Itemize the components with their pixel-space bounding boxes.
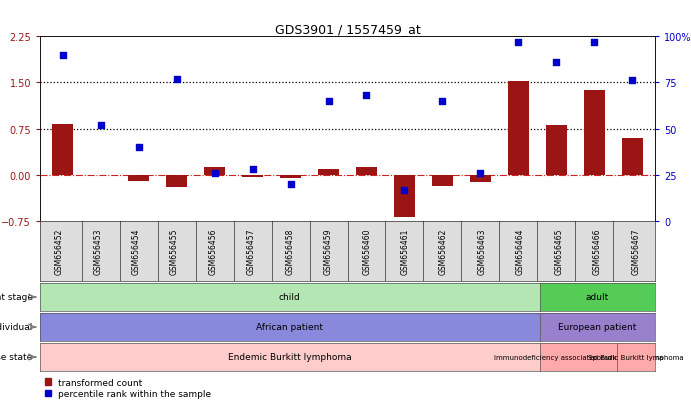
Bar: [508, 82, 529, 176]
Point: [285, 181, 296, 188]
Text: GSM656457: GSM656457: [247, 228, 256, 275]
Text: GSM656458: GSM656458: [285, 228, 294, 275]
Bar: [280, 176, 301, 179]
Bar: [129, 176, 149, 181]
Point: [627, 78, 638, 85]
Text: GSM656454: GSM656454: [131, 228, 140, 275]
Bar: [204, 167, 225, 176]
Bar: [584, 90, 605, 176]
Point: [551, 59, 562, 66]
Text: GSM656460: GSM656460: [362, 228, 371, 275]
Bar: [622, 138, 643, 176]
Text: individual: individual: [0, 323, 32, 332]
Bar: [470, 176, 491, 183]
Point: [361, 93, 372, 99]
Text: GSM656459: GSM656459: [324, 228, 333, 275]
Text: GSM656455: GSM656455: [170, 228, 179, 275]
Point: [209, 170, 220, 177]
Text: GSM656464: GSM656464: [516, 228, 525, 275]
Text: GSM656462: GSM656462: [439, 228, 448, 275]
Point: [171, 76, 182, 83]
Bar: [432, 176, 453, 186]
Text: adult: adult: [586, 293, 609, 302]
Text: child: child: [279, 293, 301, 302]
Text: European patient: European patient: [558, 323, 636, 332]
Text: GSM656465: GSM656465: [554, 228, 563, 275]
Point: [475, 170, 486, 177]
Legend: transformed count, percentile rank within the sample: transformed count, percentile rank withi…: [44, 377, 211, 398]
Bar: [167, 176, 187, 188]
Bar: [53, 125, 73, 176]
Text: African patient: African patient: [256, 323, 323, 332]
Point: [437, 98, 448, 105]
Point: [133, 144, 144, 151]
Text: GSM656452: GSM656452: [55, 228, 64, 275]
Point: [323, 98, 334, 105]
Bar: [242, 176, 263, 177]
Point: [247, 166, 258, 173]
Text: GSM656463: GSM656463: [477, 228, 486, 275]
Text: GSM656466: GSM656466: [593, 228, 602, 275]
Bar: [546, 126, 567, 176]
Text: Immunodeficiency associated Burkitt lymphoma: Immunodeficiency associated Burkitt lymp…: [493, 354, 663, 360]
Text: development stage: development stage: [0, 293, 32, 302]
Bar: [394, 176, 415, 217]
Point: [589, 39, 600, 46]
Text: GSM656456: GSM656456: [209, 228, 218, 275]
Point: [57, 52, 68, 59]
Text: Sporadic Burkitt lymphoma: Sporadic Burkitt lymphoma: [588, 354, 683, 360]
Point: [95, 122, 106, 129]
Text: GSM656453: GSM656453: [93, 228, 102, 275]
Point: [513, 39, 524, 46]
Title: GDS3901 / 1557459_at: GDS3901 / 1557459_at: [274, 23, 420, 36]
Text: Endemic Burkitt lymphoma: Endemic Burkitt lymphoma: [228, 353, 352, 362]
Text: GSM656467: GSM656467: [632, 228, 641, 275]
Bar: [318, 169, 339, 176]
Bar: [356, 168, 377, 176]
Text: GSM656461: GSM656461: [401, 228, 410, 275]
Text: disease state: disease state: [0, 353, 32, 362]
Point: [399, 187, 410, 193]
